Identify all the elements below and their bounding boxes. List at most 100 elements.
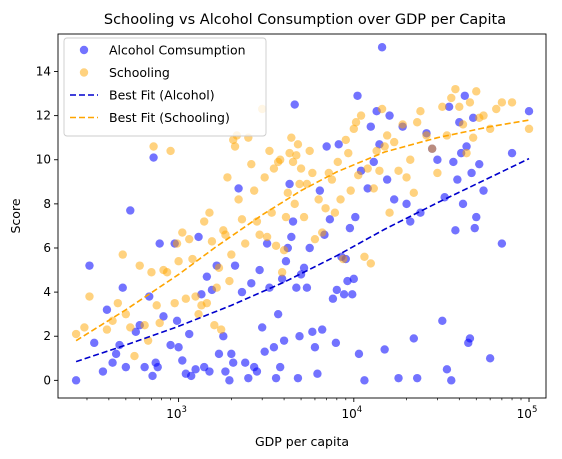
- point-schooling: [354, 170, 363, 180]
- point-alcohol-comsumption: [277, 274, 287, 284]
- legend-marker-schooling: [79, 68, 89, 77]
- point-schooling: [447, 93, 456, 103]
- point-alcohol-comsumption: [343, 276, 352, 286]
- point-alcohol-comsumption: [252, 367, 262, 376]
- y-tick-label: 4: [43, 285, 51, 299]
- point-alcohol-comsumption: [354, 349, 364, 359]
- point-schooling: [241, 239, 250, 248]
- point-schooling: [305, 146, 314, 156]
- point-alcohol-comsumption: [126, 206, 135, 215]
- point-alcohol-comsumption: [140, 362, 149, 372]
- point-alcohol-comsumption: [281, 257, 291, 266]
- point-schooling: [223, 173, 232, 182]
- point-alcohol-comsumption: [153, 362, 162, 372]
- point-schooling: [118, 250, 127, 259]
- point-schooling: [422, 131, 431, 140]
- point-alcohol-comsumption: [366, 122, 375, 131]
- point-alcohol-comsumption: [440, 193, 449, 202]
- point-schooling: [524, 124, 534, 134]
- point-schooling: [363, 164, 372, 173]
- point-schooling: [271, 241, 281, 250]
- point-schooling: [497, 98, 507, 107]
- point-schooling: [155, 318, 164, 328]
- point-alcohol-comsumption: [447, 376, 456, 385]
- point-schooling: [375, 166, 384, 175]
- point-schooling: [130, 351, 139, 361]
- point-alcohol-comsumption: [472, 212, 481, 222]
- point-alcohol-comsumption: [339, 290, 349, 299]
- point-alcohol-comsumption: [438, 316, 447, 325]
- point-schooling: [492, 104, 501, 114]
- point-alcohol-comsumption: [255, 265, 264, 275]
- point-schooling: [382, 131, 392, 140]
- point-schooling: [356, 111, 366, 120]
- point-alcohol-comsumption: [90, 338, 99, 348]
- point-alcohol-comsumption: [271, 373, 281, 383]
- legend-label-schooling: Schooling: [109, 65, 170, 80]
- x-axis-label: GDP per capita: [255, 434, 349, 449]
- point-alcohol-comsumption: [108, 358, 117, 367]
- legend-marker-alcohol-comsumption: [79, 45, 89, 55]
- point-schooling: [472, 87, 481, 96]
- point-schooling: [121, 309, 131, 319]
- point-schooling: [380, 142, 389, 151]
- point-schooling: [451, 84, 460, 94]
- point-schooling: [194, 309, 203, 319]
- point-alcohol-comsumption: [313, 369, 322, 378]
- point-schooling: [302, 179, 312, 189]
- y-tick-label: 6: [43, 241, 51, 255]
- point-schooling: [126, 323, 135, 332]
- point-schooling: [317, 228, 327, 237]
- point-schooling: [344, 148, 353, 158]
- point-alcohol-comsumption: [349, 274, 359, 284]
- point-schooling: [185, 234, 194, 244]
- point-alcohol-comsumption: [219, 332, 228, 341]
- point-schooling: [230, 142, 240, 151]
- point-schooling: [369, 184, 378, 193]
- point-schooling: [458, 120, 468, 129]
- point-schooling: [293, 140, 303, 149]
- point-alcohol-comsumption: [394, 373, 403, 383]
- point-alcohol-comsumption: [295, 332, 304, 341]
- point-schooling: [191, 292, 200, 301]
- point-schooling: [292, 151, 301, 160]
- y-tick-label: 10: [36, 153, 51, 167]
- point-schooling: [333, 157, 342, 167]
- point-alcohol-comsumption: [363, 184, 372, 193]
- point-schooling: [199, 217, 209, 226]
- point-schooling: [260, 173, 269, 182]
- point-schooling: [330, 208, 340, 217]
- point-alcohol-comsumption: [174, 343, 183, 352]
- point-alcohol-comsumption: [194, 232, 203, 242]
- point-schooling: [479, 111, 488, 120]
- point-alcohol-comsumption: [227, 349, 236, 359]
- point-alcohol-comsumption: [234, 184, 243, 193]
- point-alcohol-comsumption: [85, 261, 94, 270]
- point-schooling: [385, 208, 394, 217]
- point-schooling: [269, 164, 279, 173]
- point-schooling: [216, 325, 226, 334]
- point-alcohol-comsumption: [98, 367, 108, 376]
- point-schooling: [275, 155, 285, 164]
- line-best-fit-alcohol-: [75, 157, 530, 363]
- point-alcohol-comsumption: [230, 261, 240, 270]
- point-schooling: [394, 166, 403, 175]
- point-schooling: [210, 321, 219, 330]
- point-schooling: [237, 215, 247, 224]
- point-alcohol-comsumption: [328, 294, 338, 303]
- point-alcohol-comsumption: [205, 367, 214, 376]
- point-alcohol-comsumption: [221, 367, 230, 376]
- point-alcohol-comsumption: [345, 223, 355, 233]
- point-alcohol-comsumption: [257, 323, 267, 332]
- legend-box: [63, 37, 267, 137]
- point-schooling: [172, 239, 182, 248]
- point-schooling: [341, 135, 350, 145]
- point-alcohol-comsumption: [360, 376, 369, 385]
- point-schooling: [249, 186, 259, 195]
- point-alcohol-comsumption: [497, 239, 507, 248]
- point-alcohol-comsumption: [149, 153, 158, 162]
- legend-label-alcohol-comsumption: Alcohol Comsumption: [109, 43, 246, 58]
- point-schooling: [366, 259, 375, 268]
- point-alcohol-comsumption: [191, 365, 200, 374]
